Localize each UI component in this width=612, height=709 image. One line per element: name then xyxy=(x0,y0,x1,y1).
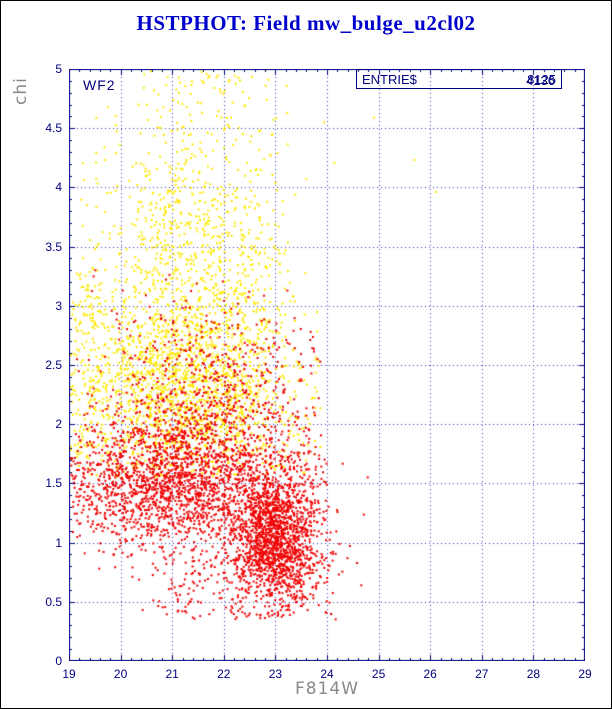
y-tick-label: 2 xyxy=(55,417,62,432)
plot-area: WF2 ENTRIE$ 8125 4136 19 20 21 22 23 24 25 26 27… xyxy=(45,62,591,681)
y-tick-label: 0 xyxy=(55,654,62,668)
y-tick-label: 1 xyxy=(55,535,62,550)
x-tick-label: 27 xyxy=(475,667,489,681)
y-tick-label: 5 xyxy=(55,62,62,76)
entries-label: ENTRIE$ xyxy=(362,71,417,87)
entries-value-primary: 8125 xyxy=(527,72,556,87)
x-tick-label: 21 xyxy=(165,667,179,681)
y-tick-label: 3.5 xyxy=(45,239,62,254)
x-tick-label: 26 xyxy=(423,667,437,681)
y-tick-label: 3 xyxy=(55,298,62,313)
y-tick-label: 4.5 xyxy=(45,121,62,136)
x-tick-label: 19 xyxy=(62,667,76,681)
scatter-canvas xyxy=(69,69,585,661)
page-title: HSTPHOT: Field mw_bulge_u2cl02 xyxy=(136,11,476,35)
x-tick-label: 25 xyxy=(371,667,386,681)
y-axis-title: chi xyxy=(11,77,31,105)
x-tick-label: 28 xyxy=(526,667,541,681)
y-tick-label: 0.5 xyxy=(45,594,62,609)
x-axis-title: F814W xyxy=(294,679,360,699)
x-tick-label: 20 xyxy=(113,667,128,681)
entries-box: ENTRIE$ 8125 4136 xyxy=(356,69,562,89)
x-tick-label: 29 xyxy=(578,667,592,681)
entries-value-secondary: 4136 xyxy=(526,73,555,88)
y-tick-label: 4 xyxy=(55,180,62,195)
camera-label: WF2 xyxy=(83,77,116,93)
y-tick-label: 2.5 xyxy=(45,358,62,372)
y-tick-label: 1.5 xyxy=(45,476,62,491)
x-tick-label: 24 xyxy=(320,667,334,681)
x-tick-label: 23 xyxy=(268,667,283,681)
entries-values: 8125 4136 xyxy=(484,70,556,88)
x-tick-label: 22 xyxy=(217,667,231,681)
